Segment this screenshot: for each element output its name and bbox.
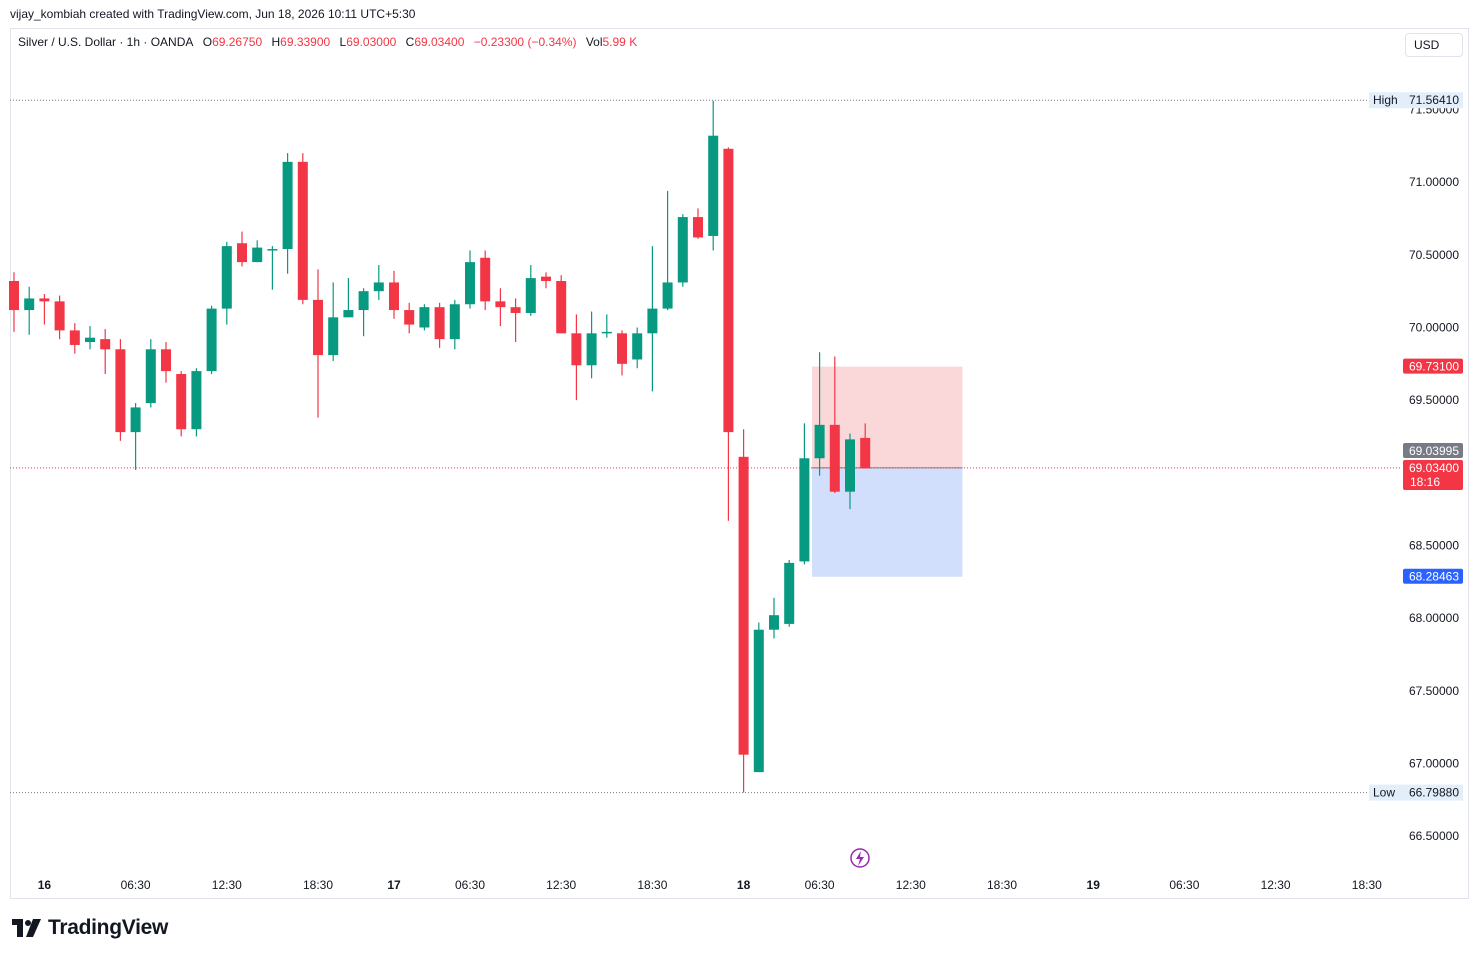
brand-logo[interactable]: TradingView bbox=[12, 916, 168, 940]
close-label: C bbox=[405, 35, 415, 49]
brand-name: TradingView bbox=[48, 916, 169, 939]
low-label: L bbox=[339, 35, 347, 49]
low-value: 69.03000 bbox=[346, 35, 397, 49]
tradingview-logo-icon bbox=[12, 919, 41, 937]
volume-value: 5.99 K bbox=[602, 35, 638, 49]
high-value: 69.33900 bbox=[280, 35, 331, 49]
chart-attribution: vijay_kombiah created with TradingView.c… bbox=[10, 7, 416, 21]
chart-frame[interactable] bbox=[10, 28, 1469, 899]
high-label: H bbox=[271, 35, 281, 49]
symbol-name[interactable]: Silver / U.S. Dollar · 1h · OANDA bbox=[18, 35, 194, 49]
symbol-legend: Silver / U.S. Dollar · 1h · OANDA O69.26… bbox=[18, 35, 643, 49]
change-value: −0.23300 (−0.34%) bbox=[473, 35, 577, 49]
currency-button[interactable]: USD bbox=[1405, 33, 1463, 57]
close-value: 69.03400 bbox=[414, 35, 465, 49]
volume-label: Vol bbox=[585, 35, 603, 49]
open-value: 69.26750 bbox=[212, 35, 263, 49]
open-label: O bbox=[202, 35, 213, 49]
